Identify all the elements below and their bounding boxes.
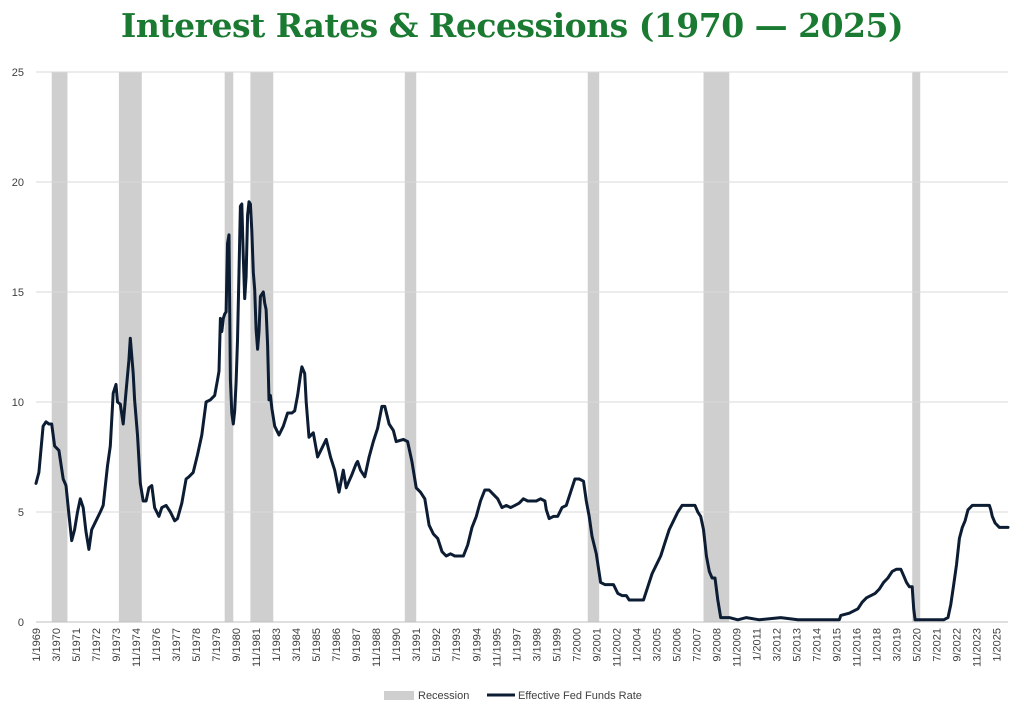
x-tick-label: 1/1969 — [31, 628, 43, 662]
y-tick-label: 5 — [18, 507, 24, 519]
x-tick-label: 3/1977 — [171, 628, 183, 662]
x-tick-label: 7/2000 — [571, 628, 583, 662]
recession-bands — [51, 72, 921, 622]
x-tick-label: 9/1973 — [111, 628, 123, 662]
x-tick-label: 11/1974 — [131, 628, 143, 667]
x-tick-label: 3/1970 — [51, 628, 63, 662]
y-tick-label: 0 — [18, 617, 24, 629]
x-tick-label: 9/1980 — [231, 628, 243, 662]
x-tick-label: 11/2009 — [731, 628, 743, 667]
x-axis-labels: 1/1969 5/1971 9/1973 1/1976 5/1978 9/1980 1/19… — [31, 628, 1004, 667]
x-tick-label: 9/2015 — [831, 628, 843, 662]
y-tick-label: 10 — [12, 397, 24, 409]
gridlines — [36, 71, 1008, 623]
recession-band — [51, 72, 68, 622]
x-tick-label: 1/2018 — [871, 628, 883, 662]
x-tick-label: 5/1971 — [71, 628, 83, 662]
x-tick-label: 5/1985 — [311, 628, 323, 662]
x-tick-label: 7/1972 — [91, 628, 103, 662]
x-tick-label: 1/1983 — [271, 628, 283, 662]
x-tick-label: 1/2011 — [751, 628, 763, 661]
recession-band — [912, 72, 921, 622]
x-tick-label: 7/2014 — [811, 628, 823, 662]
y-axis-labels: 0 5 10 15 20 25 — [12, 67, 24, 629]
legend-label-rate: Effective Fed Funds Rate — [518, 690, 642, 702]
y-tick-label: 20 — [12, 177, 24, 189]
x-tick-label: 5/1999 — [551, 628, 563, 662]
x-tick-label: 3/1991 — [411, 628, 423, 662]
x-tick-label: 3/1998 — [531, 628, 543, 662]
x-tick-label: 1/1976 — [151, 628, 163, 662]
x-tick-label: 9/2001 — [591, 628, 603, 662]
x-tick-label: 9/1987 — [351, 628, 363, 662]
x-tick-label: 5/1992 — [431, 628, 443, 662]
rate-line-group — [34, 200, 1010, 622]
chart-title: Interest Rates & Recessions (1970 — 2025… — [120, 6, 904, 45]
x-tick-label: 11/2023 — [972, 628, 984, 667]
x-tick-label: 7/1993 — [451, 628, 463, 662]
x-tick-label: 11/1995 — [491, 628, 503, 667]
x-tick-label: 3/2019 — [892, 628, 904, 662]
legend-label-recession: Recession — [418, 690, 469, 702]
x-tick-label: 11/2016 — [851, 628, 863, 667]
x-tick-label: 5/2020 — [912, 628, 924, 662]
x-tick-label: 7/1986 — [331, 628, 343, 662]
x-tick-label: 5/1978 — [191, 628, 203, 662]
x-tick-label: 9/2008 — [711, 628, 723, 662]
x-tick-label: 5/2013 — [791, 628, 803, 662]
y-tick-label: 15 — [12, 287, 24, 299]
x-tick-label: 11/1988 — [371, 628, 383, 667]
x-tick-label: 7/2021 — [932, 628, 944, 662]
x-tick-label: 3/2005 — [651, 628, 663, 662]
x-tick-label: 11/2002 — [611, 628, 623, 667]
recession-band — [404, 72, 417, 622]
x-tick-label: 1/1990 — [391, 628, 403, 662]
x-tick-label: 1/2025 — [992, 628, 1004, 662]
recession-band — [587, 72, 600, 622]
x-tick-label: 1/2004 — [631, 628, 643, 662]
x-tick-label: 3/1984 — [291, 628, 303, 662]
x-tick-label: 3/2012 — [771, 628, 783, 662]
x-tick-label: 9/2022 — [952, 628, 964, 662]
legend: Recession Effective Fed Funds Rate — [384, 690, 642, 702]
y-tick-label: 25 — [12, 67, 24, 79]
x-tick-label: 7/1979 — [211, 628, 223, 662]
x-tick-label: 5/2006 — [671, 628, 683, 662]
x-tick-label: 11/1981 — [251, 628, 263, 667]
recession-band — [703, 72, 730, 622]
legend-swatch-recession — [384, 691, 414, 700]
x-tick-label: 7/2007 — [691, 628, 703, 662]
x-tick-label: 9/1994 — [471, 628, 483, 662]
recession-band — [250, 72, 274, 622]
rate-line — [34, 200, 1010, 622]
x-tick-label: 1/1997 — [511, 628, 523, 662]
